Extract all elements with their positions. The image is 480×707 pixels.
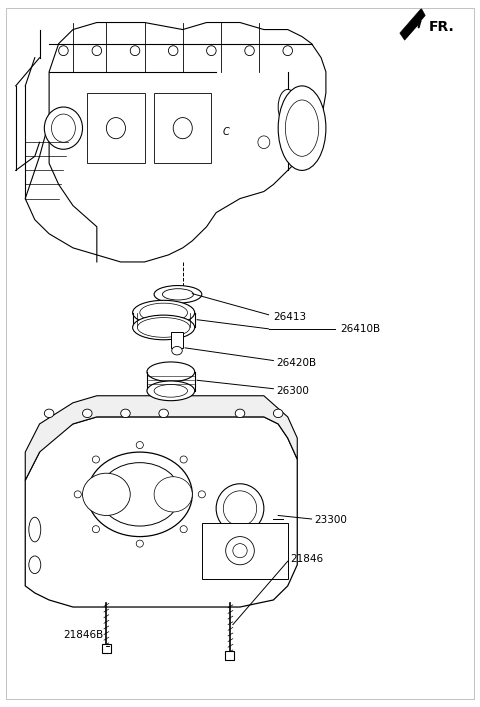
Ellipse shape bbox=[226, 537, 254, 565]
Ellipse shape bbox=[74, 491, 81, 498]
Ellipse shape bbox=[278, 89, 297, 124]
Ellipse shape bbox=[51, 114, 75, 142]
Text: 26300: 26300 bbox=[276, 386, 309, 396]
Ellipse shape bbox=[258, 136, 270, 148]
Text: 21846: 21846 bbox=[290, 554, 323, 564]
Ellipse shape bbox=[92, 456, 99, 463]
Ellipse shape bbox=[278, 86, 326, 170]
Ellipse shape bbox=[29, 518, 41, 542]
Polygon shape bbox=[25, 23, 326, 262]
Ellipse shape bbox=[159, 409, 168, 418]
Ellipse shape bbox=[154, 477, 192, 512]
Polygon shape bbox=[400, 8, 425, 40]
Ellipse shape bbox=[137, 317, 190, 337]
FancyBboxPatch shape bbox=[171, 332, 183, 348]
Ellipse shape bbox=[147, 381, 195, 401]
Text: 26413: 26413 bbox=[274, 312, 307, 322]
Ellipse shape bbox=[206, 46, 216, 56]
Ellipse shape bbox=[140, 303, 188, 322]
Ellipse shape bbox=[233, 544, 247, 558]
Ellipse shape bbox=[120, 409, 130, 418]
Ellipse shape bbox=[92, 46, 102, 56]
Ellipse shape bbox=[44, 107, 83, 149]
Ellipse shape bbox=[44, 409, 54, 418]
Ellipse shape bbox=[274, 409, 283, 418]
Polygon shape bbox=[202, 522, 288, 579]
Ellipse shape bbox=[180, 526, 187, 532]
Ellipse shape bbox=[283, 46, 292, 56]
Polygon shape bbox=[25, 396, 297, 480]
Text: 26410B: 26410B bbox=[340, 324, 380, 334]
Ellipse shape bbox=[216, 484, 264, 533]
Ellipse shape bbox=[99, 462, 180, 526]
Text: 21846B: 21846B bbox=[63, 630, 104, 641]
Ellipse shape bbox=[223, 491, 257, 526]
FancyBboxPatch shape bbox=[225, 651, 234, 660]
Text: FR.: FR. bbox=[429, 21, 454, 35]
Ellipse shape bbox=[198, 491, 205, 498]
Ellipse shape bbox=[136, 442, 144, 448]
Ellipse shape bbox=[168, 46, 178, 56]
Text: 26420B: 26420B bbox=[276, 358, 316, 368]
Ellipse shape bbox=[136, 540, 144, 547]
Ellipse shape bbox=[107, 117, 125, 139]
Ellipse shape bbox=[132, 300, 195, 325]
Ellipse shape bbox=[83, 409, 92, 418]
Ellipse shape bbox=[162, 288, 193, 300]
Ellipse shape bbox=[87, 452, 192, 537]
Ellipse shape bbox=[245, 46, 254, 56]
Ellipse shape bbox=[235, 409, 245, 418]
Ellipse shape bbox=[92, 526, 99, 532]
FancyBboxPatch shape bbox=[102, 644, 111, 653]
Polygon shape bbox=[25, 417, 297, 607]
Ellipse shape bbox=[285, 100, 319, 156]
Ellipse shape bbox=[173, 117, 192, 139]
Text: C: C bbox=[222, 127, 229, 136]
Ellipse shape bbox=[154, 385, 188, 397]
Ellipse shape bbox=[130, 46, 140, 56]
FancyBboxPatch shape bbox=[87, 93, 144, 163]
Ellipse shape bbox=[29, 556, 41, 573]
Ellipse shape bbox=[147, 362, 195, 382]
Ellipse shape bbox=[83, 473, 130, 515]
Ellipse shape bbox=[154, 286, 202, 303]
Ellipse shape bbox=[172, 346, 182, 355]
Ellipse shape bbox=[132, 315, 195, 340]
Ellipse shape bbox=[59, 46, 68, 56]
FancyBboxPatch shape bbox=[154, 93, 211, 163]
Ellipse shape bbox=[180, 456, 187, 463]
Text: 23300: 23300 bbox=[314, 515, 347, 525]
